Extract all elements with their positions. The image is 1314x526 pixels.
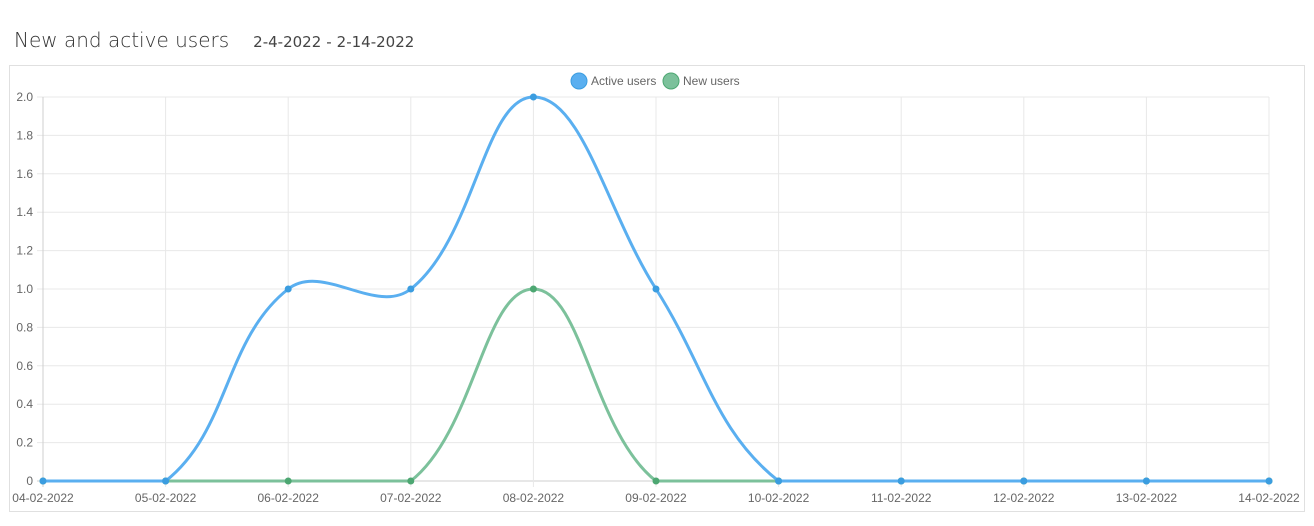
y-tick-label: 0.2 <box>16 436 33 450</box>
x-tick-label: 12-02-2022 <box>993 491 1055 505</box>
legend-label-new-users: New users <box>683 74 740 88</box>
active-users-point <box>775 477 783 485</box>
active-users-point <box>407 285 415 293</box>
y-tick-label: 0.4 <box>16 397 33 411</box>
chart-header: New and active users 2-4-2022-2-14-2022 <box>14 28 414 52</box>
chart-container <box>9 65 1305 512</box>
active-users-point <box>1265 477 1273 485</box>
active-users-point <box>162 477 170 485</box>
y-tick-label: 1.8 <box>16 128 33 142</box>
active-users-point <box>39 477 47 485</box>
y-tick-label: 1.4 <box>16 205 33 219</box>
y-tick-label: 1.6 <box>16 167 33 181</box>
y-tick-label: 2.0 <box>16 90 33 104</box>
date-range[interactable]: 2-4-2022-2-14-2022 <box>253 33 414 51</box>
chart-title: New and active users <box>14 28 230 52</box>
date-separator: - <box>326 33 332 51</box>
x-tick-label: 10-02-2022 <box>748 491 810 505</box>
x-tick-label: 09-02-2022 <box>625 491 687 505</box>
active-users-point <box>897 477 905 485</box>
active-users-point <box>284 285 292 293</box>
legend-marker-new-users <box>662 72 680 90</box>
new-users-point <box>284 477 292 485</box>
x-tick-label: 14-02-2022 <box>1238 491 1300 505</box>
legend-marker-active-users <box>570 72 588 90</box>
active-users-line <box>43 95 1269 483</box>
new-users-point <box>529 285 537 293</box>
x-tick-label: 08-02-2022 <box>503 491 565 505</box>
y-tick-label: 0.6 <box>16 359 33 373</box>
date-to: 2-14-2022 <box>336 33 415 51</box>
new-users-point <box>652 477 660 485</box>
active-users-point <box>1142 477 1150 485</box>
x-tick-label: 04-02-2022 <box>12 491 74 505</box>
active-users-point <box>652 285 660 293</box>
y-tick-label: 0 <box>26 474 33 488</box>
new-users-point <box>407 477 415 485</box>
y-tick-label: 1.0 <box>16 282 33 296</box>
legend-label-active-users: Active users <box>591 74 656 88</box>
active-users-point <box>1020 477 1028 485</box>
x-tick-label: 11-02-2022 <box>871 491 932 505</box>
x-tick-label: 05-02-2022 <box>135 491 197 505</box>
y-tick-label: 1.2 <box>16 244 33 258</box>
active-users-point <box>529 93 537 101</box>
date-from: 2-4-2022 <box>253 33 322 51</box>
y-tick-label: 0.8 <box>16 320 33 334</box>
x-tick-label: 13-02-2022 <box>1116 491 1178 505</box>
x-tick-label: 07-02-2022 <box>380 491 442 505</box>
x-tick-label: 06-02-2022 <box>258 491 320 505</box>
